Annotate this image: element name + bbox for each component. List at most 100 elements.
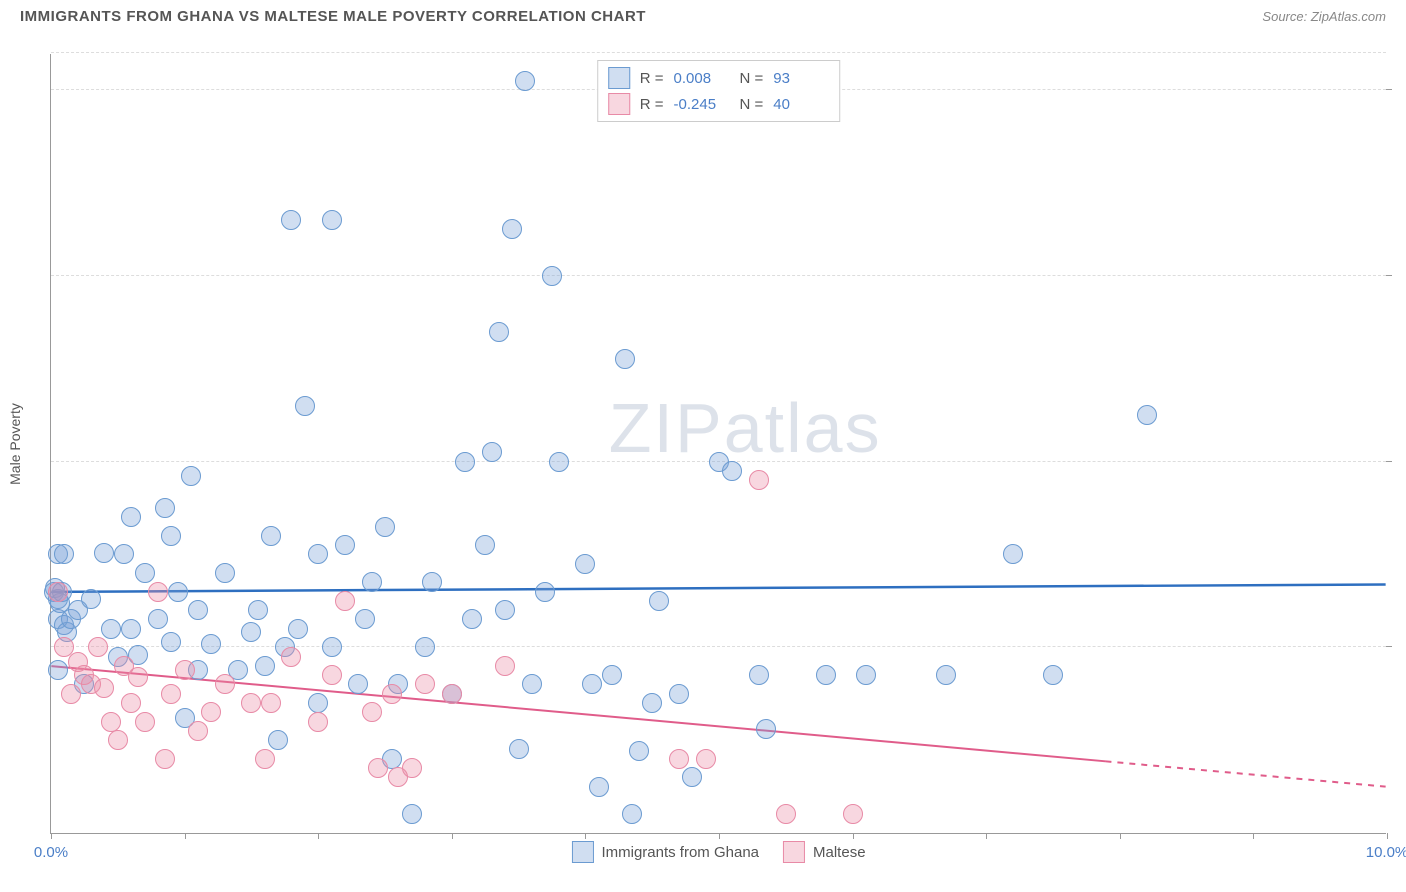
data-point-ghana [542, 266, 562, 286]
data-point-ghana [455, 452, 475, 472]
data-point-ghana [462, 609, 482, 629]
data-point-maltese [155, 749, 175, 769]
data-point-maltese [121, 693, 141, 713]
data-point-ghana [348, 674, 368, 694]
data-point-maltese [255, 749, 275, 769]
data-point-maltese [382, 684, 402, 704]
data-point-maltese [368, 758, 388, 778]
data-point-ghana [362, 572, 382, 592]
data-point-ghana [515, 71, 535, 91]
data-point-maltese [201, 702, 221, 722]
data-point-maltese [669, 749, 689, 769]
swatch-maltese [783, 841, 805, 863]
data-point-maltese [48, 582, 68, 602]
data-point-ghana [629, 741, 649, 761]
data-point-ghana [121, 507, 141, 527]
data-point-ghana [261, 526, 281, 546]
trendline-maltese-extrapolated [1105, 761, 1385, 786]
x-tick-label: 10.0% [1366, 844, 1406, 861]
data-point-ghana [856, 665, 876, 685]
chart-plot-area: Male Poverty 10.0%20.0%30.0%40.0% 0.0%10… [50, 54, 1386, 834]
data-point-ghana [308, 544, 328, 564]
data-point-ghana [101, 619, 121, 639]
data-point-ghana [489, 322, 509, 342]
data-point-maltese [442, 684, 462, 704]
gridline [51, 52, 1386, 53]
data-point-maltese [175, 660, 195, 680]
n-value-maltese: 40 [773, 96, 829, 113]
data-point-ghana [308, 693, 328, 713]
data-point-ghana [181, 466, 201, 486]
data-point-ghana [375, 517, 395, 537]
data-point-ghana [816, 665, 836, 685]
n-label: N = [740, 96, 764, 113]
data-point-ghana [281, 210, 301, 230]
data-point-ghana [615, 349, 635, 369]
trendline-ghana [51, 584, 1385, 591]
data-point-maltese [261, 693, 281, 713]
r-value-maltese: -0.245 [674, 96, 730, 113]
data-point-maltese [88, 637, 108, 657]
data-point-ghana [575, 554, 595, 574]
chart-title: IMMIGRANTS FROM GHANA VS MALTESE MALE PO… [20, 8, 646, 25]
legend-item-ghana: Immigrants from Ghana [571, 841, 759, 863]
data-point-maltese [843, 804, 863, 824]
data-point-ghana [415, 637, 435, 657]
data-point-ghana [602, 665, 622, 685]
data-point-maltese [362, 702, 382, 722]
data-point-maltese [135, 712, 155, 732]
data-point-ghana [682, 767, 702, 787]
data-point-maltese [335, 591, 355, 611]
data-point-ghana [322, 210, 342, 230]
data-point-maltese [776, 804, 796, 824]
data-point-ghana [642, 693, 662, 713]
data-point-maltese [696, 749, 716, 769]
series-legend: Immigrants from Ghana Maltese [571, 841, 865, 863]
data-point-ghana [509, 739, 529, 759]
r-label: R = [640, 96, 664, 113]
data-point-maltese [94, 678, 114, 698]
data-point-ghana [1137, 405, 1157, 425]
data-point-ghana [241, 622, 261, 642]
gridline [51, 275, 1386, 276]
source-name: ZipAtlas.com [1311, 9, 1386, 24]
data-point-maltese [749, 470, 769, 490]
data-point-maltese [495, 656, 515, 676]
watermark-left: ZIP [609, 389, 724, 467]
data-point-ghana [495, 600, 515, 620]
data-point-maltese [402, 758, 422, 778]
data-point-ghana [722, 461, 742, 481]
data-point-ghana [168, 582, 188, 602]
data-point-maltese [415, 674, 435, 694]
data-point-maltese [241, 693, 261, 713]
data-point-ghana [622, 804, 642, 824]
data-point-ghana [549, 452, 569, 472]
data-point-ghana [335, 535, 355, 555]
series-name-ghana: Immigrants from Ghana [601, 844, 759, 861]
data-point-ghana [114, 544, 134, 564]
data-point-ghana [535, 582, 555, 602]
data-point-ghana [756, 719, 776, 739]
y-tick-label: 20.0% [1396, 453, 1406, 470]
data-point-ghana [475, 535, 495, 555]
r-value-ghana: 0.008 [674, 70, 730, 87]
n-label: N = [740, 70, 764, 87]
y-axis-label: Male Poverty [7, 403, 23, 485]
data-point-ghana [161, 632, 181, 652]
data-point-ghana [669, 684, 689, 704]
source: Source: ZipAtlas.com [1262, 9, 1386, 24]
data-point-maltese [188, 721, 208, 741]
data-point-ghana [215, 563, 235, 583]
series-name-maltese: Maltese [813, 844, 866, 861]
y-tick-label: 40.0% [1396, 82, 1406, 99]
data-point-maltese [128, 667, 148, 687]
stats-legend: R = 0.008 N = 93 R = -0.245 N = 40 [597, 60, 841, 122]
gridline [51, 646, 1386, 647]
data-point-ghana [355, 609, 375, 629]
data-point-ghana [322, 637, 342, 657]
swatch-ghana [608, 67, 630, 89]
data-point-ghana [255, 656, 275, 676]
stats-row-maltese: R = -0.245 N = 40 [608, 91, 830, 117]
data-point-ghana [94, 543, 114, 563]
data-point-ghana [288, 619, 308, 639]
